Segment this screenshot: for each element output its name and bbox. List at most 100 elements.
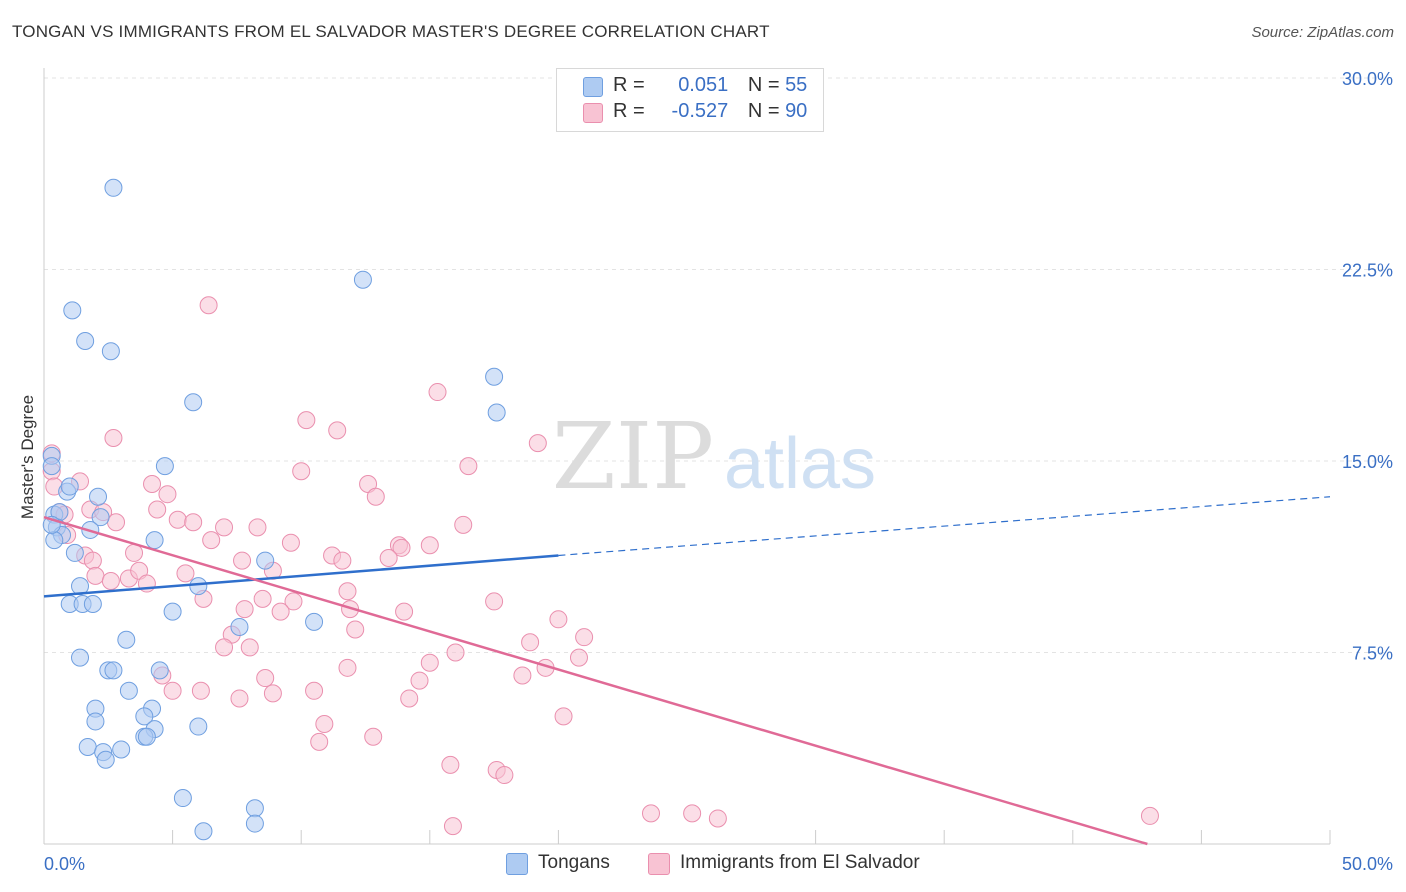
tongans-trend-line — [43, 554, 559, 598]
y-tick-label: 15.0% — [1342, 452, 1393, 472]
legend-label-el-salvador: Immigrants from El Salvador — [680, 852, 920, 873]
y-tick-label: 22.5% — [1342, 261, 1393, 281]
tongans-point — [60, 477, 79, 496]
tongans-point — [305, 612, 324, 631]
el-salvador-point — [338, 658, 357, 677]
tongans-point — [189, 717, 208, 736]
el-salvador-point — [292, 462, 311, 481]
tongans-point — [86, 712, 105, 731]
correlation-legend: R = 0.051 N = 55 R = -0.527 N = 90 — [556, 68, 824, 132]
tongans-point — [89, 487, 108, 506]
tongans-point — [83, 594, 102, 613]
tongans-point — [42, 457, 61, 476]
el-salvador-point — [441, 755, 460, 774]
el-salvador-point — [708, 809, 727, 828]
series-tongans — [42, 178, 506, 841]
tongans-point — [104, 178, 123, 197]
el-salvador-point — [125, 543, 144, 562]
el-salvador-point — [521, 633, 540, 652]
el-salvador-point — [395, 602, 414, 621]
el-salvador-point — [168, 510, 187, 529]
el-salvador-point — [271, 602, 290, 621]
el-salvador-point — [101, 572, 120, 591]
el-salvador-point — [428, 383, 447, 402]
el-salvador-point — [240, 638, 259, 657]
el-salvador-trend-line — [43, 515, 1148, 846]
tongans-point — [91, 508, 110, 527]
el-salvador-point — [248, 518, 267, 537]
y-axis-title: Master's Degree — [18, 395, 37, 519]
watermark-zip: ZIP — [552, 403, 714, 510]
tongans-point — [117, 630, 136, 649]
tongans-point — [101, 342, 120, 361]
el-salvador-point — [199, 296, 218, 315]
el-salvador-point — [305, 681, 324, 700]
el-salvador-point — [454, 515, 473, 534]
tongans-point — [135, 707, 154, 726]
legend-r-label: R = — [613, 100, 645, 122]
tongans-point — [104, 661, 123, 680]
tongans-point — [194, 822, 213, 841]
tongans-point — [485, 367, 504, 386]
el-salvador-point — [1140, 806, 1159, 825]
el-salvador-point — [83, 551, 102, 570]
series-immigrants-el-salvador — [42, 296, 1159, 836]
el-salvador-point — [420, 536, 439, 555]
legend-label-tongans: Tongans — [538, 852, 610, 873]
tongans-point — [78, 737, 97, 756]
tongans-point — [145, 531, 164, 550]
el-salvador-point — [297, 411, 316, 430]
legend-r-value: 0.051 — [678, 74, 729, 96]
trend-lines — [43, 496, 1331, 846]
watermark: ZIP atlas — [552, 403, 876, 510]
el-salvador-point — [392, 538, 411, 557]
el-salvador-point — [410, 671, 429, 690]
tongans-point — [189, 577, 208, 596]
el-salvador-point — [459, 457, 478, 476]
el-salvador-point — [176, 564, 195, 583]
x-tick-label: 0.0% — [44, 854, 85, 874]
el-salvador-point — [443, 817, 462, 836]
legend-n-label: N = — [747, 100, 780, 122]
legend-n-value: 55 — [785, 74, 808, 96]
el-salvador-point — [215, 518, 234, 537]
tongans-point — [137, 727, 156, 746]
el-salvador-point — [495, 766, 514, 785]
el-salvador-point — [549, 610, 568, 629]
el-salvador-point — [575, 628, 594, 647]
tongans-point — [155, 457, 174, 476]
el-salvador-point — [569, 648, 588, 667]
el-salvador-point — [143, 474, 162, 493]
tongans-point — [96, 750, 115, 769]
el-salvador-point — [310, 732, 329, 751]
tongans-point — [119, 681, 138, 700]
tongans-point — [245, 814, 264, 833]
x-tick-label: 50.0% — [1342, 854, 1393, 874]
series-legend: Tongans Immigrants from El Salvador — [0, 852, 1406, 876]
tongans-point — [63, 301, 82, 320]
el-salvador-point — [191, 681, 210, 700]
el-salvador-point — [253, 589, 272, 608]
tongans-point — [173, 789, 192, 808]
tongans-trend-extension — [558, 496, 1331, 557]
legend-r-label: R = — [613, 74, 645, 96]
tongans-point — [112, 740, 131, 759]
el-salvador-point — [284, 592, 303, 611]
el-salvador-point — [346, 620, 365, 639]
el-salvador-point — [148, 500, 167, 519]
tongans-point — [256, 551, 275, 570]
el-salvador-point — [554, 707, 573, 726]
el-salvador-point — [281, 533, 300, 552]
tongans-point — [45, 531, 64, 550]
legend-n-label: N = — [747, 74, 780, 96]
el-salvador-point — [184, 513, 203, 532]
el-salvador-point — [107, 513, 126, 532]
el-salvador-point — [528, 434, 547, 453]
tongans-point — [245, 799, 264, 818]
tongans-point — [353, 270, 372, 289]
el-salvador-point — [485, 592, 504, 611]
legend-n-value: 90 — [785, 100, 808, 122]
legend-swatch-blue — [583, 77, 603, 97]
el-salvador-point — [683, 804, 702, 823]
el-salvador-point — [328, 421, 347, 440]
